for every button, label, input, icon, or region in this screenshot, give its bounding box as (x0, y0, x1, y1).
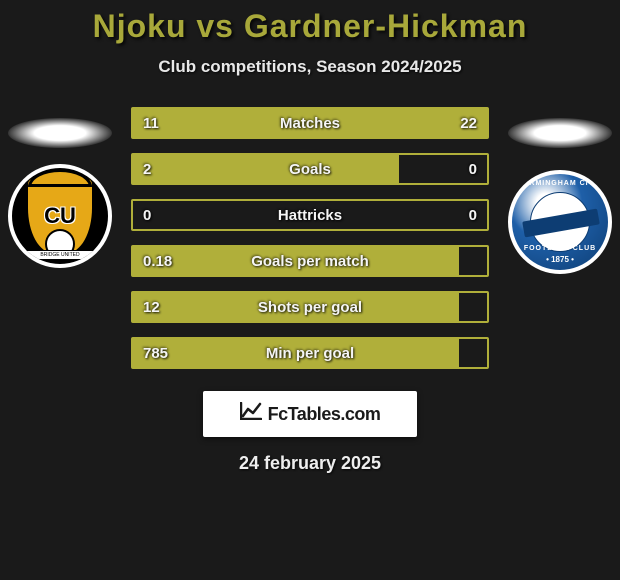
stat-row: 0 0 Hattricks (131, 199, 489, 231)
stat-label: Goals (289, 161, 331, 178)
brand-chart-icon (240, 402, 262, 426)
stat-label: Matches (280, 115, 340, 132)
team-b-crest: BIRMINGHAM CITY FOOTBALL CLUB • 1875 • (508, 170, 612, 274)
stat-row: 12 Shots per goal (131, 291, 489, 323)
stat-label: Shots per goal (258, 299, 362, 316)
stat-value-right: 0 (469, 207, 477, 224)
team-b-column: BIRMINGHAM CITY FOOTBALL CLUB • 1875 • (508, 118, 612, 274)
team-b-year: • 1875 • (512, 255, 608, 264)
stat-value-left: 0 (143, 207, 151, 224)
team-b-ring-bottom: FOOTBALL CLUB (512, 245, 608, 252)
team-a-crest: CU BRIDGE UNITED (8, 164, 112, 268)
player-b-name: Gardner-Hickman (244, 8, 528, 44)
stat-label: Min per goal (266, 345, 354, 362)
brand-box[interactable]: FcTables.com (203, 391, 417, 437)
subtitle: Club competitions, Season 2024/2025 (0, 57, 620, 77)
team-a-initials: CU (44, 203, 76, 229)
stat-row: 0.18 Goals per match (131, 245, 489, 277)
team-a-column: CU BRIDGE UNITED (8, 118, 112, 268)
stat-label: Goals per match (251, 253, 369, 270)
stat-value-left: 785 (143, 345, 168, 362)
team-b-ring-top: BIRMINGHAM CITY (512, 180, 608, 187)
stat-row: 2 0 Goals (131, 153, 489, 185)
stat-value-left: 12 (143, 299, 160, 316)
stat-label: Hattricks (278, 207, 342, 224)
brand-text: FcTables.com (268, 404, 381, 425)
halo-icon (8, 118, 112, 148)
date: 24 february 2025 (0, 453, 620, 474)
bar-fill-left (133, 155, 399, 183)
halo-icon (508, 118, 612, 148)
page-title: Njoku vs Gardner-Hickman (0, 8, 620, 45)
stat-value-left: 11 (143, 115, 159, 132)
stat-value-right: 0 (469, 161, 477, 178)
stat-row: 11 22 Matches (131, 107, 489, 139)
stat-value-left: 2 (143, 161, 151, 178)
stat-value-right: 22 (460, 115, 477, 132)
stat-value-left: 0.18 (143, 253, 172, 270)
player-a-name: Njoku (93, 8, 187, 44)
vs-text: vs (196, 8, 234, 44)
team-a-ribbon: BRIDGE UNITED (20, 250, 100, 260)
stat-row: 785 Min per goal (131, 337, 489, 369)
